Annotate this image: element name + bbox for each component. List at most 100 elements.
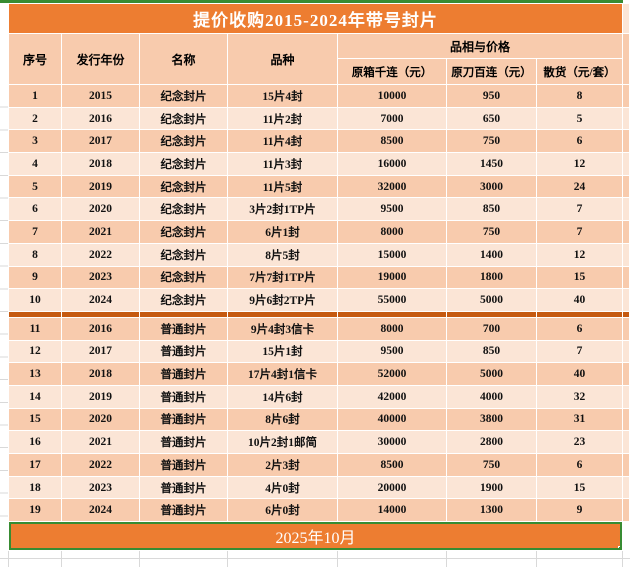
cell[interactable]: 2023 (62, 476, 139, 499)
cell[interactable]: 2 (9, 107, 61, 130)
cell[interactable]: 普通封片 (140, 431, 227, 453)
cell[interactable]: 55000 (338, 289, 446, 311)
cell[interactable]: 5000 (447, 289, 536, 311)
cell[interactable]: 19 (9, 499, 61, 522)
cell[interactable]: 普通封片 (140, 408, 227, 431)
cell[interactable]: 6 (9, 198, 61, 221)
cell[interactable]: 普通封片 (140, 454, 227, 476)
cell[interactable]: 32000 (338, 175, 446, 198)
cell[interactable]: 850 (447, 198, 536, 221)
cell[interactable]: 2019 (62, 175, 139, 198)
cell[interactable]: 1450 (447, 153, 536, 175)
cell[interactable]: 8片5封 (228, 243, 337, 266)
col-header-box-thousand[interactable]: 原箱千连（元） (338, 59, 446, 84)
col-header-name[interactable]: 名称 (140, 34, 227, 84)
price-group-header[interactable]: 品相与价格 (338, 34, 623, 58)
cell[interactable]: 32 (537, 385, 623, 408)
cell[interactable]: 11片3封 (228, 153, 337, 175)
cell[interactable]: 9片6封2TP片 (228, 289, 337, 311)
cell[interactable]: 纪念封片 (140, 175, 227, 198)
sheet-title-cell[interactable]: 提价收购2015-2024年带号封片 (9, 4, 623, 33)
cell[interactable]: 19000 (338, 266, 446, 289)
cell[interactable]: 8 (9, 243, 61, 266)
cell[interactable]: 14片6封 (228, 385, 337, 408)
cell[interactable]: 16000 (338, 153, 446, 175)
footer-date-cell[interactable]: 2025年10月 (9, 522, 623, 551)
cell[interactable]: 5000 (447, 363, 536, 385)
cell[interactable]: 2018 (62, 363, 139, 385)
cell[interactable]: 6 (537, 454, 623, 476)
cell[interactable]: 2021 (62, 431, 139, 453)
cell[interactable]: 10000 (338, 85, 446, 107)
cell[interactable]: 12 (537, 153, 623, 175)
cell[interactable]: 2017 (62, 130, 139, 153)
cell[interactable]: 普通封片 (140, 363, 227, 385)
cell[interactable]: 11 (9, 317, 61, 340)
cell[interactable]: 2019 (62, 385, 139, 408)
cell[interactable]: 15片4封 (228, 85, 337, 107)
cell[interactable]: 2片3封 (228, 454, 337, 476)
cell[interactable]: 8000 (338, 317, 446, 340)
col-header-blade-hundred[interactable]: 原刀百连（元） (447, 59, 536, 84)
fill-handle[interactable] (618, 546, 621, 549)
cell[interactable]: 15片1封 (228, 340, 337, 363)
cell[interactable]: 15 (537, 266, 623, 289)
cell[interactable]: 2016 (62, 317, 139, 340)
cell[interactable]: 17 (9, 454, 61, 476)
cell[interactable]: 普通封片 (140, 499, 227, 522)
cell[interactable]: 20000 (338, 476, 446, 499)
cell[interactable]: 11片2封 (228, 107, 337, 130)
cell[interactable]: 11片4封 (228, 130, 337, 153)
cell[interactable]: 5 (537, 107, 623, 130)
cell[interactable]: 9片4封3信卡 (228, 317, 337, 340)
cell[interactable]: 9 (9, 266, 61, 289)
cell[interactable]: 7 (537, 198, 623, 221)
col-header-index[interactable]: 序号 (9, 34, 61, 84)
cell[interactable]: 31 (537, 408, 623, 431)
cell[interactable]: 750 (447, 221, 536, 243)
cell[interactable]: 24 (537, 175, 623, 198)
cell[interactable]: 13 (9, 363, 61, 385)
cell[interactable]: 1900 (447, 476, 536, 499)
cell[interactable]: 3 (9, 130, 61, 153)
cell[interactable]: 14 (9, 385, 61, 408)
cell[interactable]: 4 (9, 153, 61, 175)
cell[interactable]: 2017 (62, 340, 139, 363)
cell[interactable]: 750 (447, 454, 536, 476)
cell[interactable]: 纪念封片 (140, 221, 227, 243)
cell[interactable]: 2018 (62, 153, 139, 175)
cell[interactable]: 纪念封片 (140, 243, 227, 266)
cell[interactable]: 15 (9, 408, 61, 431)
cell[interactable]: 750 (447, 130, 536, 153)
cell[interactable]: 1400 (447, 243, 536, 266)
cell[interactable]: 2022 (62, 454, 139, 476)
cell[interactable]: 4片0封 (228, 476, 337, 499)
cell[interactable]: 纪念封片 (140, 153, 227, 175)
cell[interactable]: 10 (9, 289, 61, 311)
cell[interactable]: 6 (537, 317, 623, 340)
cell[interactable]: 纪念封片 (140, 198, 227, 221)
cell[interactable]: 2021 (62, 221, 139, 243)
cell[interactable]: 42000 (338, 385, 446, 408)
cell[interactable]: 17片4封1信卡 (228, 363, 337, 385)
cell[interactable]: 14000 (338, 499, 446, 522)
cell[interactable]: 2800 (447, 431, 536, 453)
cell[interactable]: 1 (9, 85, 61, 107)
cell[interactable]: 普通封片 (140, 385, 227, 408)
cell[interactable]: 纪念封片 (140, 85, 227, 107)
cell[interactable]: 12 (537, 243, 623, 266)
cell[interactable]: 2024 (62, 499, 139, 522)
cell[interactable]: 5 (9, 175, 61, 198)
cell[interactable]: 16 (9, 431, 61, 453)
cell[interactable]: 650 (447, 107, 536, 130)
cell[interactable]: 15 (537, 476, 623, 499)
cell[interactable]: 9500 (338, 340, 446, 363)
cell[interactable]: 6片1封 (228, 221, 337, 243)
cell[interactable]: 30000 (338, 431, 446, 453)
cell[interactable]: 23 (537, 431, 623, 453)
cell[interactable]: 40 (537, 363, 623, 385)
cell[interactable]: 9500 (338, 198, 446, 221)
cell[interactable]: 9 (537, 499, 623, 522)
cell[interactable]: 8000 (338, 221, 446, 243)
cell[interactable]: 8片6封 (228, 408, 337, 431)
